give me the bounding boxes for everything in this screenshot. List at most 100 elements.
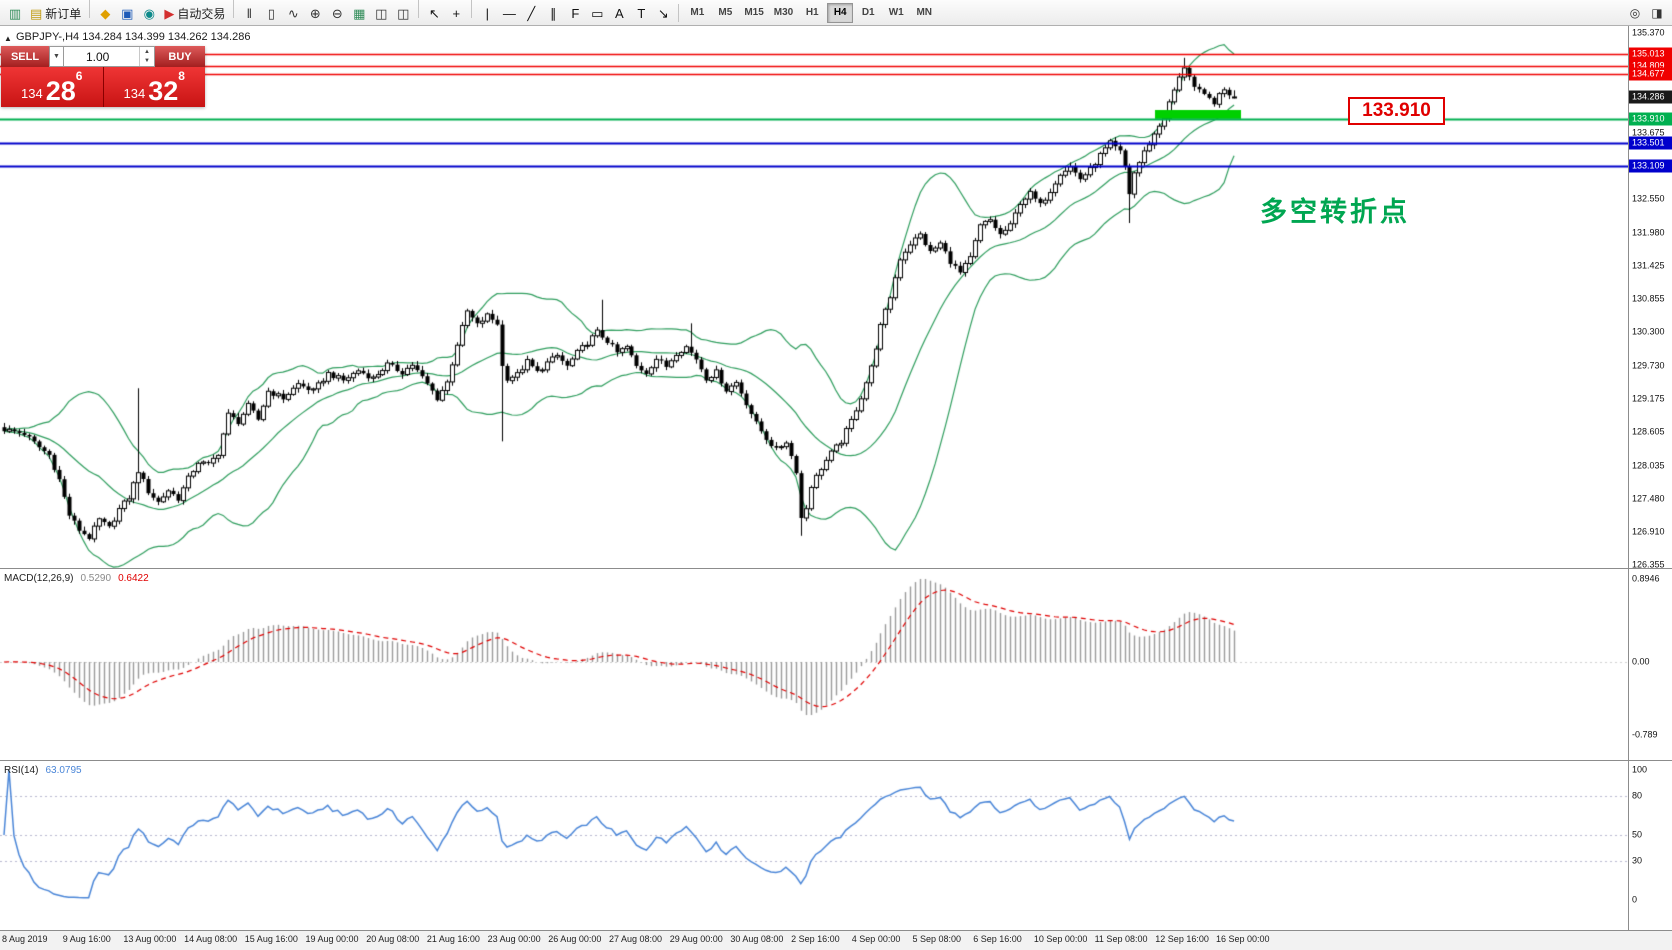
market-watch-icon: ▣ <box>121 6 134 22</box>
timeframe-m5[interactable]: M5 <box>718 7 733 19</box>
data-window-button[interactable]: ◉ <box>138 3 160 25</box>
timeframe-w1[interactable]: W1 <box>888 7 904 19</box>
auto-scroll-icon: ◫ <box>375 6 388 22</box>
arrows-tool-button[interactable]: ↘ <box>652 3 674 25</box>
data-window-icon: ◉ <box>143 6 155 22</box>
price-scale-badge: 133.109 <box>1629 159 1672 173</box>
bar-chart-mode-button[interactable]: ‖ <box>238 3 260 25</box>
alerts-button[interactable]: ◆ <box>94 3 116 25</box>
autotrading-button[interactable]: ▶ 自动交易 <box>160 3 229 25</box>
new-order-button[interactable]: ▤ 新订单 <box>26 3 85 25</box>
line-chart-mode-icon: ∿ <box>287 6 299 22</box>
price-scale-label: 128.035 <box>1632 460 1665 471</box>
ask-price-big: 32 <box>148 76 179 107</box>
bid-price-tile[interactable]: 134 28 6 <box>1 67 103 107</box>
time-axis: 8 Aug 2019 9 Aug 16:00 13 Aug 00:00 14 Aug … <box>0 930 1672 950</box>
auto-scroll-button[interactable]: ◫ <box>370 3 392 25</box>
rsi-scale-label: 80 <box>1632 790 1643 801</box>
timeframe-m15[interactable]: M15 <box>744 7 764 19</box>
timeframe-mn[interactable]: MN <box>916 7 933 19</box>
candle-chart-mode-icon: ▯ <box>267 6 275 22</box>
volume-decrease-button[interactable]: ▼ <box>144 58 150 65</box>
crosshair-tool-button[interactable]: + <box>445 3 467 25</box>
timeframe-h4[interactable]: H4 <box>827 2 854 23</box>
label-tool-icon: T <box>637 6 646 22</box>
quick-layout-icon[interactable]: ◨ <box>1651 5 1663 20</box>
shapes-tool-button[interactable]: ▭ <box>586 3 608 25</box>
rsi-scale-label: 30 <box>1632 855 1643 866</box>
new-order-button-label: 新订单 <box>45 7 82 22</box>
rsi-scale-label: 0 <box>1632 894 1638 905</box>
macd-scale-label: -0.789 <box>1632 729 1658 740</box>
time-axis-label: 10 Sep 00:00 <box>1033 934 1088 944</box>
market-watch-button[interactable]: ▣ <box>116 3 138 25</box>
macd-scale-label: 0.8946 <box>1632 573 1660 584</box>
time-axis-label: 9 Aug 16:00 <box>62 934 111 944</box>
time-axis-label: 26 Aug 00:00 <box>548 934 602 944</box>
time-axis-label: 5 Sep 08:00 <box>912 934 962 944</box>
new-order-icon: ▤ <box>30 6 43 22</box>
macd-canvas[interactable] <box>0 569 1628 761</box>
volume-increase-button[interactable]: ▲ <box>144 48 150 55</box>
text-tool-button[interactable]: A <box>608 3 630 25</box>
timeframe-h1[interactable]: H1 <box>805 7 819 19</box>
channel-tool-button[interactable]: ∥ <box>542 3 564 25</box>
rsi-canvas[interactable] <box>0 761 1628 931</box>
volume-input[interactable] <box>64 47 139 66</box>
toolbar-separator <box>233 0 235 19</box>
timeframe-m30[interactable]: M30 <box>773 7 794 19</box>
time-axis-label: 29 Aug 00:00 <box>669 934 723 944</box>
chart-workspace: 135.370 133.675 132.550 131.980 131.425 130.8… <box>0 26 1672 950</box>
macd-value-1: 0.5290 <box>80 573 112 584</box>
one-click-trading-panel: SELL ▼ ▲ ▼ BUY 134 28 6 134 <box>1 46 205 107</box>
macd-panel: MACD(12,26,9) 0.5290 0.6422 0.8946 0.00 -0… <box>0 568 1672 761</box>
line-chart-mode-button[interactable]: ∿ <box>282 3 304 25</box>
chart-text-annotation: 多空转折点 <box>1260 197 1410 227</box>
vertical-line-tool-button[interactable]: | <box>476 3 498 25</box>
chart-shift-button[interactable]: ◫ <box>392 3 414 25</box>
bid-price-pip: 6 <box>75 69 83 83</box>
sell-button[interactable]: SELL <box>1 46 49 67</box>
search-icon[interactable]: ◎ <box>1629 5 1641 20</box>
fibonacci-tool-button[interactable]: F <box>564 3 586 25</box>
candle-chart-mode-button[interactable]: ▯ <box>260 3 282 25</box>
trade-panel-toggle[interactable]: ▲ <box>4 34 12 43</box>
price-scale-label: 127.480 <box>1632 493 1665 504</box>
autotrading-icon: ▶ <box>164 6 175 22</box>
zoom-in-button[interactable]: ⊕ <box>304 3 326 25</box>
vertical-line-tool-icon: | <box>485 6 490 22</box>
rsi-scale: 100 80 50 30 0 <box>1628 761 1672 930</box>
price-scale-label: 128.605 <box>1632 426 1665 437</box>
rsi-label: RSI(14) 63.0795 <box>4 765 82 776</box>
rsi-panel: RSI(14) 63.0795 100 80 50 30 0 <box>0 760 1672 931</box>
cursor-tool-button[interactable]: ↖ <box>423 3 445 25</box>
grid-button[interactable]: ▦ <box>348 3 370 25</box>
main-chart-panel: 135.370 133.675 132.550 131.980 131.425 130.8… <box>0 26 1672 570</box>
timeframe-m1[interactable]: M1 <box>690 7 705 19</box>
ask-price-pip: 8 <box>178 69 185 83</box>
alerts-icon: ◆ <box>100 6 111 22</box>
volume-dropdown-button[interactable]: ▼ <box>49 46 64 67</box>
time-axis-label: 20 Aug 08:00 <box>366 934 420 944</box>
trade-panel-header: SELL ▼ ▲ ▼ BUY <box>1 46 205 67</box>
price-scale: 135.370 133.675 132.550 131.980 131.425 130.8… <box>1628 26 1672 570</box>
bid-price-prefix: 134 <box>21 86 43 101</box>
timeframe-d1[interactable]: D1 <box>861 7 875 19</box>
fibonacci-tool-icon: F <box>571 6 580 22</box>
time-axis-label: 2 Sep 16:00 <box>791 934 840 944</box>
buy-button[interactable]: BUY <box>155 46 205 67</box>
new-chart-icon: ▥ <box>8 6 22 22</box>
zoom-out-button[interactable]: ⊖ <box>326 3 348 25</box>
price-scale-label: 135.370 <box>1632 27 1665 38</box>
trendline-tool-button[interactable]: ╱ <box>520 3 542 25</box>
toolbar-separator <box>678 3 680 22</box>
new-chart-button[interactable]: ▥ <box>4 3 26 25</box>
horizontal-line-tool-button[interactable]: — <box>498 3 520 25</box>
macd-scale-label: 0.00 <box>1632 656 1650 667</box>
bar-chart-mode-icon: ‖ <box>246 6 253 22</box>
ask-price-tile[interactable]: 134 32 8 <box>103 67 205 107</box>
label-tool-button[interactable]: T <box>630 3 652 25</box>
macd-scale: 0.8946 0.00 -0.789 <box>1628 569 1672 760</box>
chart-shift-icon: ◫ <box>397 6 410 22</box>
time-axis-label: 23 Aug 00:00 <box>487 934 541 944</box>
